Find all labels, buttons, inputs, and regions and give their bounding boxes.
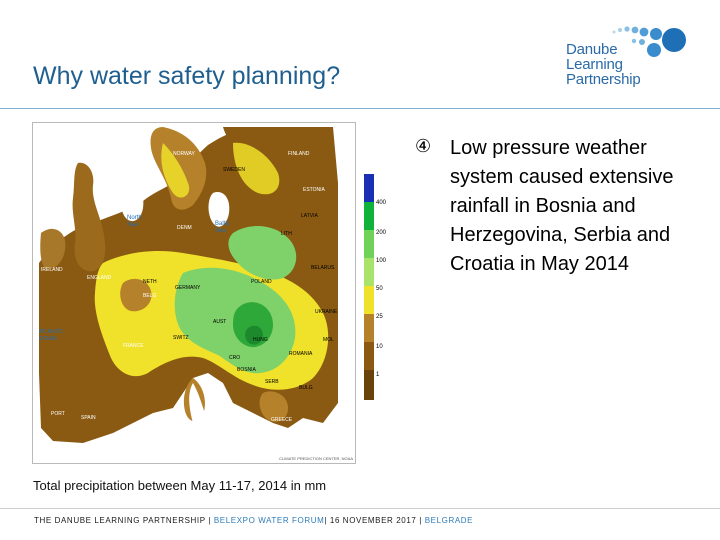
map-label-norway: NORWAY (173, 151, 195, 157)
footer-divider (0, 508, 720, 509)
colorbar-tick-1: 1 (376, 372, 380, 378)
map-label-hung: HUNG (253, 337, 268, 343)
logo-dots-icon (612, 26, 686, 57)
legend-colorbar (33, 123, 355, 463)
danube-learning-partnership-logo: Danube Learning Partnership (556, 22, 696, 92)
colorbar-tick-10: 10 (376, 344, 383, 350)
footer-location: BELGRADE (424, 516, 474, 525)
map-caption: Total precipitation between May 11-17, 2… (33, 478, 327, 493)
precipitation-map: North Sea Baltic Sea ATLANTIC OCEAN Medi… (32, 122, 356, 464)
map-label-serb: SERB (265, 379, 279, 385)
colorbar-tick-25: 25 (376, 314, 383, 320)
map-label-port: PORT (51, 411, 65, 417)
map-label-bosnia: BOSNIA (237, 367, 256, 373)
map-label-england: ENGLAND (87, 275, 112, 281)
map-label-north-sea: North Sea (127, 215, 142, 228)
footer-date: | 16 NOVEMBER 2017 | (324, 516, 425, 525)
colorbar-swatch-4 (364, 286, 374, 314)
footer-event: BELEXPO WATER FORUM (213, 516, 325, 525)
map-label-aust: AUST (213, 319, 227, 325)
map-label-romania: ROMANIA (289, 351, 313, 357)
colorbar-swatch-5 (364, 314, 374, 342)
map-label-estonia: ESTONIA (303, 187, 325, 193)
map-label-latvia: LATVIA (301, 213, 318, 219)
map-label-lith: LITH (281, 231, 292, 237)
slide-title: Why water safety planning? (33, 62, 341, 90)
footer-organization: THE DANUBE LEARNING PARTNERSHIP | (34, 516, 214, 525)
colorbar-tick-200: 200 (376, 230, 387, 236)
map-label-baltic-sea: Baltic Sea (215, 221, 230, 234)
map-label-bulg: BULG (299, 385, 313, 391)
map-label-atlantic-ocean: ATLANTIC OCEAN (39, 329, 63, 342)
colorbar-swatch-0 (364, 174, 374, 202)
colorbar-swatch-7 (364, 370, 374, 400)
logo-line-3: Partnership (566, 71, 641, 88)
map-label-neth: NETH (143, 279, 157, 285)
map-label-italy: ITALY (201, 381, 215, 387)
logo-text: Danube Learning Partnership (566, 42, 641, 87)
map-label-mediterranean-sea: Mediterranean Sea (141, 439, 193, 445)
map-label-belarus: BELARUS (311, 265, 335, 271)
map-label-mol: MOL (323, 337, 334, 343)
map-label-belg: BELG (143, 293, 157, 299)
map-label-denm: DENM (177, 225, 192, 231)
footer: THE DANUBE LEARNING PARTNERSHIP | BELEXP… (34, 516, 473, 525)
colorbar-swatch-2 (364, 230, 374, 258)
map-credit: CLIMATE PREDICTION CENTER, NOAA (279, 456, 353, 461)
colorbar-tick-50: 50 (376, 286, 383, 292)
logo-line-1: Danube (566, 41, 618, 58)
colorbar-swatch-1 (364, 202, 374, 230)
colorbar-tick-400: 400 (376, 200, 387, 206)
map-label-france: FRANCE (123, 343, 144, 349)
map-label-greece: GREECE (271, 417, 293, 423)
bullet-text: Low pressure weather system caused exten… (450, 137, 674, 275)
colorbar-swatch-3 (364, 258, 374, 286)
colorbar-swatch-6 (364, 342, 374, 370)
map-label-spain: SPAIN (81, 415, 96, 421)
map-label-germany: GERMANY (175, 285, 201, 291)
colorbar-container (364, 174, 376, 404)
precipitation-map-image (33, 123, 355, 463)
logo-line-2: Learning (566, 56, 623, 73)
map-label-ukraine: UKRAINE (315, 309, 338, 315)
title-divider (0, 108, 720, 109)
map-label-cro: CRO (229, 355, 241, 361)
map-label-finland: FINLAND (288, 151, 310, 157)
map-label-switz: SWITZ (173, 335, 189, 341)
map-label-poland: POLAND (251, 279, 272, 285)
map-label-ireland: IRELAND (41, 267, 63, 273)
map-label-sweden: SWEDEN (223, 167, 245, 173)
bullet-marker: ④ (415, 136, 432, 156)
colorbar-tick-100: 100 (376, 258, 387, 264)
